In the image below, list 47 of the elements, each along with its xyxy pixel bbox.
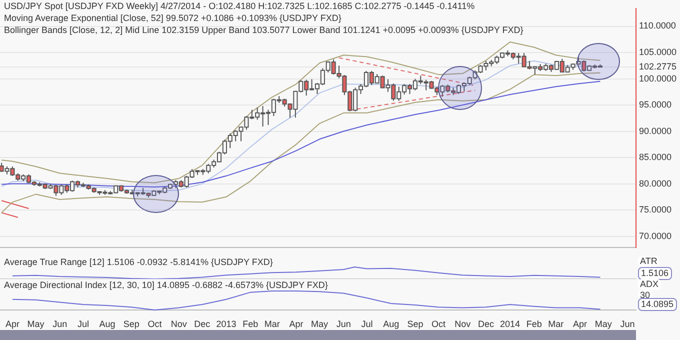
x-tick-label: Feb [526, 318, 542, 329]
x-tick-label: Jul [77, 318, 89, 329]
x-tick-label: Nov [170, 318, 188, 329]
x-tick-label: Mar [264, 318, 280, 329]
chart-title: Average True Range [12] 1.5106 -0.0932 -5.8141% {USDJPY FXD} [4, 257, 273, 268]
x-tick-label: May [311, 318, 329, 329]
y-tick-label: 70.0000 [639, 230, 672, 241]
y-tick-label: 95.0000 [639, 100, 672, 110]
x-tick-label: Dec [194, 318, 211, 329]
text: 1.5106 [638, 267, 672, 280]
x-tick-label: Oct [148, 318, 162, 329]
y-tick-label: 75.0000 [639, 204, 672, 215]
x-tick-label: Apr [5, 318, 20, 329]
x-tick-label: Apr [289, 318, 304, 329]
text: 30 [638, 290, 652, 301]
x-tick-label: 2014 [500, 318, 520, 329]
y-tick-label: 102.2775 [639, 61, 677, 72]
y-tick-label: 100.0000 [639, 73, 677, 84]
x-tick-label: Nov [454, 318, 472, 329]
x-tick-label: Dec [478, 318, 494, 329]
text: ATR [638, 256, 660, 267]
y-tick-label: 110.0000 [639, 20, 676, 31]
x-tick-label: Feb [242, 318, 258, 329]
x-tick-label: Jun [620, 318, 635, 329]
x-tick-label: Sep [407, 318, 424, 329]
x-tick-label: Jun [52, 318, 68, 329]
x-tick-label: Apr [573, 318, 588, 329]
text: ADX [638, 279, 661, 290]
text: Moving Average Exponential [Close, 52] 99.5072 +0.1086 +0.1093% {USDJPY FXD} [4, 13, 342, 24]
annotation: Bollinger Bands [Close, 12, 2] Mid Line 102.3159 Upper Band 103.5077 Lower Band 101.1241 +0.0095 +0.0093% {USDJPY FXD} [4, 25, 524, 36]
x-tick-label: 2013 [216, 318, 236, 329]
text: 14.0895 [638, 298, 677, 311]
x-tick-label: May [594, 318, 612, 329]
chart-title: USD/JPY Spot [USDJPY FXD Weekly] 4/27/2014 - O:102.4180 H:102.7325 L:102.1685 C:102.2775 -0.1445 -0.1411% [4, 1, 475, 12]
chart-title: Average Directional Index [12, 30, 10] 14.0895 -0.6882 -4.6573% {USDJPY FXD} [4, 280, 328, 291]
x-tick-label: Jun [336, 318, 351, 329]
x-tick-label: Mar [548, 318, 564, 329]
x-tick-label: Sep [123, 318, 140, 329]
x-tick-label: Jul [361, 318, 373, 329]
x-tick-label: Oct [432, 318, 446, 329]
y-tick-label: 80.0000 [639, 178, 672, 188]
y-tick-label: 105.0000 [639, 46, 677, 57]
x-tick-label: May [27, 318, 45, 329]
x-tick-label: Aug [99, 318, 116, 329]
y-tick-label: 85.0000 [639, 152, 672, 162]
x-tick-label: Aug [383, 318, 400, 329]
y-tick-label: 90.0000 [639, 126, 672, 136]
